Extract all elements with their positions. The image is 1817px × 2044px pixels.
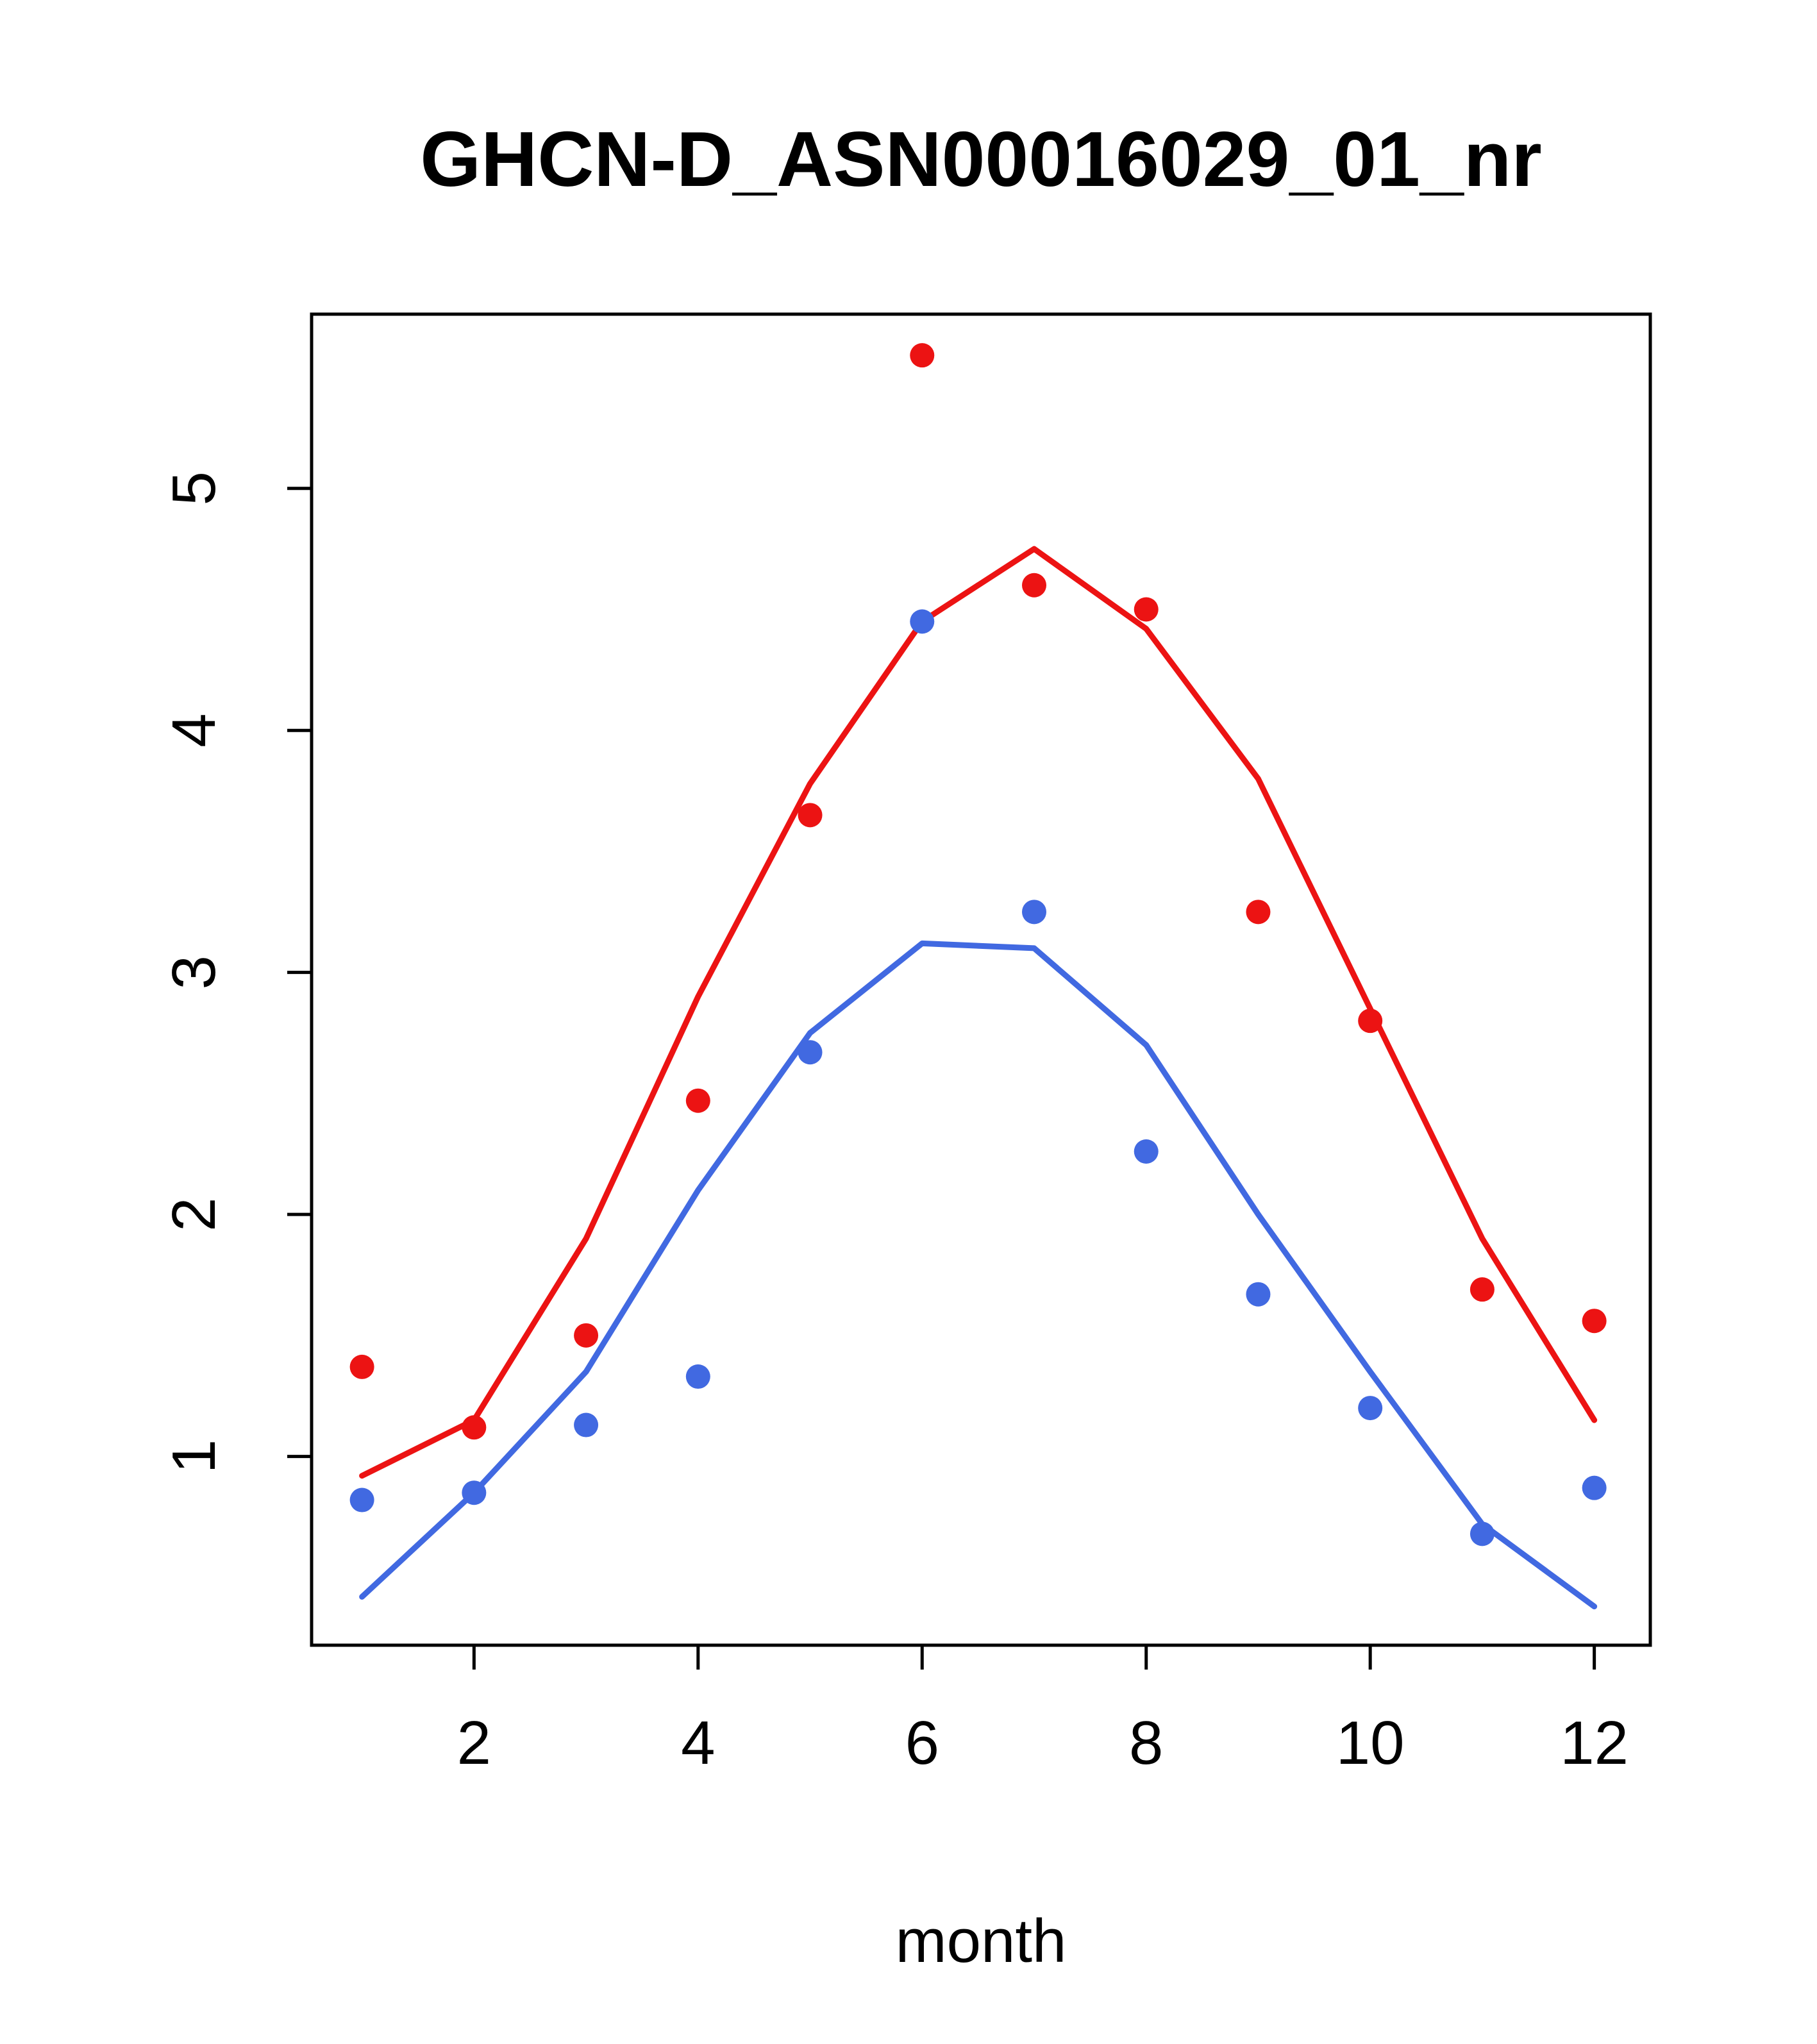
x-tick-label: 2 [457, 1709, 491, 1777]
blue-points-point [910, 609, 935, 634]
red-points-point [1134, 597, 1159, 622]
y-tick-label: 2 [160, 1197, 228, 1231]
red-points-point [349, 1354, 374, 1379]
red-points-point [1358, 1009, 1383, 1034]
blue-points-point [1134, 1139, 1159, 1164]
red-points-point [685, 1088, 710, 1113]
plot-box [310, 312, 1652, 1647]
x-tick-label: 8 [1129, 1709, 1163, 1777]
x-axis-label: month [896, 1907, 1067, 1975]
blue-points-point [349, 1487, 374, 1512]
x-tick-label: 6 [905, 1709, 939, 1777]
red-points-point [1582, 1309, 1607, 1334]
red-points-point [1470, 1277, 1495, 1302]
blue-points-point [798, 1040, 823, 1065]
blue-points-point [1358, 1396, 1383, 1421]
red-points-point [462, 1415, 487, 1440]
red-points-point [1246, 900, 1271, 925]
chart-title: GHCN-D_ASN00016029_01_nr [420, 115, 1542, 203]
x-tick-label: 10 [1336, 1709, 1405, 1777]
blue-points-point [462, 1480, 487, 1505]
blue-points-point [1582, 1475, 1607, 1500]
y-tick-label: 1 [160, 1439, 228, 1473]
blue-points-point [1021, 900, 1046, 925]
red-points-point [574, 1323, 599, 1348]
x-tick-label: 12 [1560, 1709, 1629, 1777]
blue-line [359, 940, 1598, 1610]
x-tick-label: 4 [681, 1709, 715, 1777]
blue-points-point [1470, 1521, 1495, 1546]
red-line [359, 546, 1598, 1479]
blue-points-point [1246, 1282, 1271, 1307]
blue-points-point [685, 1364, 710, 1389]
blue-points-point [574, 1412, 599, 1437]
red-points-point [1021, 573, 1046, 598]
y-tick-label: 3 [160, 955, 228, 989]
red-points-point [798, 803, 823, 828]
red-points-point [910, 343, 935, 368]
y-tick-label: 5 [160, 471, 228, 505]
y-tick-label: 4 [160, 714, 228, 748]
